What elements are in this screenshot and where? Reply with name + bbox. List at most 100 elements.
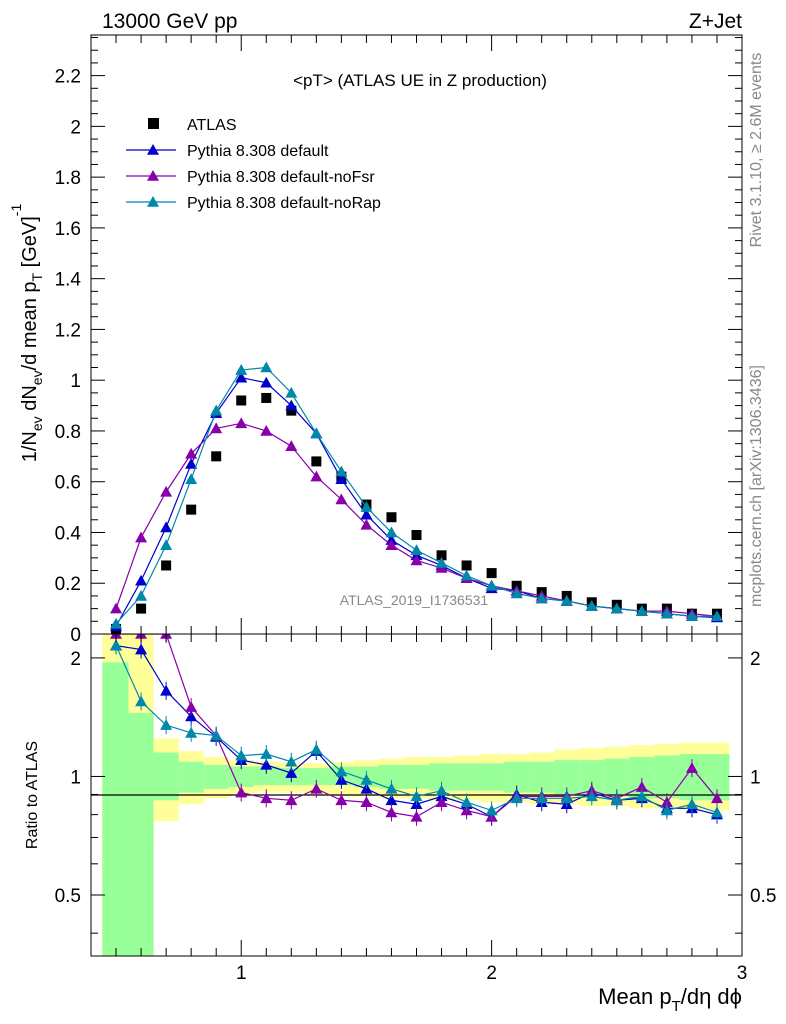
band-green xyxy=(403,764,430,789)
ratio-point xyxy=(235,749,248,761)
ratio-point xyxy=(260,748,273,759)
legend: ATLAS Pythia 8.308 default Pythia 8.308 de… xyxy=(126,117,381,212)
ratio-point xyxy=(310,743,323,755)
data-point xyxy=(535,592,548,604)
ratio-point xyxy=(235,786,248,798)
ratio-point xyxy=(710,792,723,804)
legend-entry-pythia-8-308-default: Pythia 8.308 default xyxy=(126,143,329,160)
rivet-label: Rivet 3.1.10, ≥ 2.6M events xyxy=(748,53,765,248)
data-point xyxy=(286,405,297,416)
ratio-point xyxy=(185,726,198,738)
data-point xyxy=(360,508,373,520)
band-green xyxy=(128,712,154,956)
series-line xyxy=(115,376,717,627)
main-y-tick-label: 1.8 xyxy=(55,168,81,189)
ratio-point xyxy=(260,792,273,804)
data-point xyxy=(486,568,497,579)
ratio-y-tick-label-right: 2 xyxy=(750,649,761,670)
legend-marker xyxy=(147,170,159,181)
analysis-label: ATLAS_2019_I1736531 xyxy=(340,592,489,608)
band-green xyxy=(178,761,204,793)
data-point xyxy=(185,457,198,469)
data-point xyxy=(135,574,148,586)
main-y-tick-label: 0.8 xyxy=(55,422,81,443)
data-point xyxy=(135,589,148,601)
band-green xyxy=(479,763,505,791)
data-point xyxy=(510,587,523,599)
data-point xyxy=(110,602,123,614)
data-point xyxy=(136,603,147,614)
data-point xyxy=(210,404,223,416)
ratio-point xyxy=(460,796,473,808)
ratio-point xyxy=(135,695,148,707)
main-plot-panel: 0 0.2 0.4 0.6 0.8 1 1.2 1.4 1.6 1.8 2 2.2 <pT> (ATL… xyxy=(8,34,743,646)
legend-label: ATLAS xyxy=(187,117,237,134)
main-y-tick-label: 2 xyxy=(70,117,81,138)
ratio-point xyxy=(360,796,373,808)
data-point xyxy=(260,424,273,436)
data-point xyxy=(410,554,423,566)
series-line xyxy=(115,422,718,617)
ratio-y-tick-label: 1 xyxy=(70,767,81,788)
ratio-point xyxy=(510,792,523,804)
data-point xyxy=(485,579,498,591)
data-point xyxy=(235,371,248,383)
data-point xyxy=(610,602,623,614)
mcplots-label: mcplots.cern.ch [arXiv:1306.3436] xyxy=(748,365,765,607)
x-tick-label: 2 xyxy=(486,963,497,984)
band-green xyxy=(303,768,329,786)
main-y-tick-label: 1.2 xyxy=(55,320,81,341)
main-y-tick-label: 0.6 xyxy=(55,473,81,494)
data-point xyxy=(660,607,673,619)
data-point xyxy=(436,550,447,561)
data-point xyxy=(260,376,273,388)
band-green xyxy=(228,766,254,788)
data-point xyxy=(285,386,298,398)
data-point xyxy=(236,395,247,406)
data-point xyxy=(135,531,148,543)
ratio-point xyxy=(685,798,698,810)
band-green xyxy=(203,764,229,789)
main-y-tick-label: 0 xyxy=(70,625,81,646)
data-point xyxy=(386,512,397,523)
band-green xyxy=(253,766,279,786)
data-point xyxy=(285,440,298,451)
data-point xyxy=(635,605,648,616)
band-green xyxy=(654,755,680,799)
legend-label: Pythia 8.308 default-noFsr xyxy=(187,169,375,186)
ratio-point xyxy=(410,810,423,822)
legend-entry-atlas: ATLAS xyxy=(148,117,237,134)
ratio-point xyxy=(685,762,698,773)
main-plot-title: <pT> (ATLAS UE in Z production) xyxy=(293,71,547,90)
data-point xyxy=(360,518,373,530)
data-point xyxy=(410,544,423,556)
data-point xyxy=(161,560,172,571)
ratio-y-tick-label: 2 xyxy=(70,649,81,670)
x-tick-label: 3 xyxy=(737,963,748,984)
main-y-tick-labels: 0 0.2 0.4 0.6 0.8 1 1.2 1.4 1.6 1.8 2 2.2 xyxy=(55,67,82,646)
band-green xyxy=(454,763,480,791)
main-y-axis-label: 1/Nev dNev/d mean pT [GeV]-1 xyxy=(8,204,45,463)
x-axis-label: Mean pT/dη dϕ xyxy=(598,984,742,1015)
ratio-series-pythia-8-308-default-norap xyxy=(110,636,723,822)
ratio-point xyxy=(285,755,298,767)
ratio-point xyxy=(385,782,398,794)
data-point xyxy=(360,501,373,512)
data-point xyxy=(186,504,197,515)
data-point xyxy=(160,539,173,550)
data-point xyxy=(260,361,273,373)
ratio-point xyxy=(335,765,348,777)
legend-label: Pythia 8.308 default-noRap xyxy=(187,195,381,212)
ratio-point xyxy=(185,701,198,712)
ratio-point xyxy=(160,719,173,730)
ratio-point xyxy=(385,794,398,806)
ratio-point xyxy=(535,792,548,804)
ratio-point xyxy=(310,782,323,794)
data-point xyxy=(160,521,173,533)
ratio-y-tick-label: 0.5 xyxy=(55,886,81,907)
data-point xyxy=(261,392,272,403)
legend-entry-pythia-8-308-default-nofsr: Pythia 8.308 default-noFsr xyxy=(126,169,375,186)
ratio-point xyxy=(135,643,148,655)
ratio-point xyxy=(560,792,573,804)
legend-marker xyxy=(147,144,159,155)
